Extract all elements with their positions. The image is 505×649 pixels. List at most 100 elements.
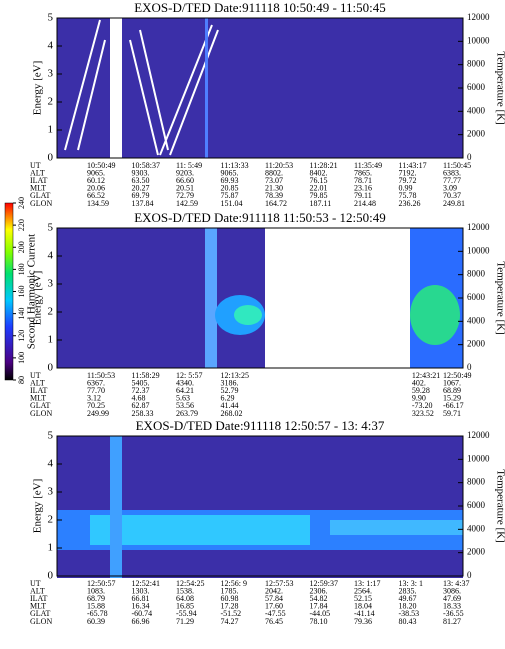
ephemeris-value: -73.20 [412, 401, 433, 410]
ephemeris-value: 69.93 [221, 176, 239, 185]
ephemeris-label: ALT [30, 168, 45, 177]
ephemeris-value: 47.69 [443, 594, 461, 603]
y2-axis-label: Temperature [K] [494, 261, 505, 334]
ephemeris-value: 11:50:45 [443, 161, 471, 170]
ephemeris-value: 13: 4:37 [443, 579, 469, 588]
ephemeris-value: 78.71 [354, 176, 372, 185]
ephemeris-value: 9.90 [412, 394, 426, 403]
ephemeris-value: 12:54:25 [176, 579, 204, 588]
y-tick-label: 2 [48, 96, 54, 108]
y-tick-label: 0 [48, 570, 54, 582]
y2-tick-label: 4000 [467, 315, 486, 325]
ephemeris-value: 76.45 [265, 617, 283, 626]
ephemeris-value: 6.29 [221, 394, 235, 403]
ephemeris-value: 8802. [265, 168, 283, 177]
panel-title: EXOS-D/TED Date:911118 12:50:57 - 13: 4:… [136, 418, 385, 433]
ephemeris-value: 258.33 [132, 409, 154, 418]
y-tick-label: 2 [48, 514, 54, 526]
y2-tick-label: 10000 [467, 245, 490, 255]
ephemeris-value: 21.30 [265, 184, 283, 193]
ephemeris-value: -44.05 [310, 609, 331, 618]
y2-tick-label: 6000 [467, 292, 486, 302]
ephemeris-label: GLAT [30, 191, 51, 200]
y-tick-label: 5 [48, 12, 54, 24]
ephemeris-value: 72.37 [132, 386, 150, 395]
ephemeris-label: GLAT [30, 401, 51, 410]
ephemeris-value: 9065. [87, 168, 105, 177]
ephemeris-value: 77.77 [443, 176, 461, 185]
ephemeris-value: 12:13:25 [221, 371, 249, 380]
ephemeris-value: 79.11 [354, 191, 372, 200]
ephemeris-value: 64.08 [176, 594, 194, 603]
ephemeris-label: MLT [30, 602, 46, 611]
ephemeris-value: 64.21 [176, 386, 194, 395]
ephemeris-label: ILAT [30, 594, 47, 603]
ephemeris-label: GLAT [30, 609, 51, 618]
ephemeris-value: 60.39 [87, 617, 105, 626]
ephemeris-value: 1538. [176, 586, 194, 595]
ephemeris-value: 10:50:49 [87, 161, 115, 170]
ephemeris-value: 66.96 [132, 617, 150, 626]
ephemeris-value: 74.27 [221, 617, 239, 626]
ephemeris-value: -60.74 [132, 609, 153, 618]
colorbar-tick-label: 200 [17, 241, 26, 253]
ephemeris-value: 60.12 [87, 176, 105, 185]
ephemeris-value: 72.79 [176, 191, 194, 200]
ephemeris-value: 268.02 [221, 409, 243, 418]
y2-tick-label: 4000 [467, 105, 486, 115]
ephemeris-value: 15.88 [87, 602, 105, 611]
ephemeris-label: GLON [30, 409, 52, 418]
y-tick-label: 4 [48, 250, 54, 262]
ephemeris-value: 9303. [132, 168, 150, 177]
ephemeris-label: ALT [30, 378, 45, 387]
ephemeris-value: 2042. [265, 586, 283, 595]
y2-tick-label: 0 [467, 570, 472, 580]
ephemeris-label: ILAT [30, 176, 47, 185]
ephemeris-value: 1785. [221, 586, 239, 595]
ephemeris-value: 187.11 [310, 199, 332, 208]
ephemeris-value: 18.33 [443, 602, 461, 611]
ephemeris-value: 5405. [132, 378, 150, 387]
ephemeris-value: 23.16 [354, 184, 372, 193]
ephemeris-value: 60.98 [221, 594, 239, 603]
colorbar-tick-label: 120 [17, 330, 26, 342]
panel-title: EXOS-D/TED Date:911118 10:50:49 - 11:50:… [134, 0, 386, 15]
ephemeris-value: 9203. [176, 168, 194, 177]
ephemeris-value: 68.79 [87, 594, 105, 603]
ephemeris-value: 66.52 [87, 191, 105, 200]
ephemeris-value: 3.09 [443, 184, 457, 193]
colorbar-tick-label: 240 [17, 197, 26, 209]
ephemeris-value: -51.52 [221, 609, 242, 618]
ephemeris-value: 12:57:53 [265, 579, 293, 588]
y2-tick-label: 4000 [467, 523, 486, 533]
y-tick-label: 3 [48, 278, 54, 290]
y2-tick-label: 6000 [467, 82, 486, 92]
ephemeris-value: 75.78 [399, 191, 417, 200]
ephemeris-value: 11:13:33 [221, 161, 249, 170]
ephemeris-value: 11:28:21 [310, 161, 338, 170]
ephemeris-value: 13: 3: 1 [399, 579, 423, 588]
ephemeris-value: -55.94 [176, 609, 197, 618]
ephemeris-label: ILAT [30, 386, 47, 395]
ephemeris-value: 1303. [132, 586, 150, 595]
ephemeris-value: 12:50:49 [443, 371, 471, 380]
ephemeris-value: 71.29 [176, 617, 194, 626]
ephemeris-value: 11:35:49 [354, 161, 382, 170]
colorbar-tick-label: 160 [17, 286, 26, 298]
ephemeris-value: 73.07 [265, 176, 283, 185]
ephemeris-value: 15.29 [443, 394, 461, 403]
ephemeris-value: 4340. [176, 378, 194, 387]
y-tick-label: 5 [48, 222, 54, 234]
ephemeris-value: 78.39 [265, 191, 283, 200]
ephemeris-label: GLON [30, 617, 52, 626]
y2-axis-label: Temperature [K] [494, 469, 505, 542]
ephemeris-value: 12:56: 9 [221, 579, 247, 588]
y2-tick-label: 12000 [467, 222, 490, 232]
panel-title: EXOS-D/TED Date:911118 11:50:53 - 12:50:… [134, 210, 386, 225]
y-tick-label: 3 [48, 486, 54, 498]
y2-tick-label: 10000 [467, 453, 490, 463]
ephemeris-value: 53.56 [176, 401, 194, 410]
ephemeris-value: 402. [412, 378, 426, 387]
ephemeris-value: 12:52:41 [132, 579, 160, 588]
ephemeris-value: 63.50 [132, 176, 150, 185]
